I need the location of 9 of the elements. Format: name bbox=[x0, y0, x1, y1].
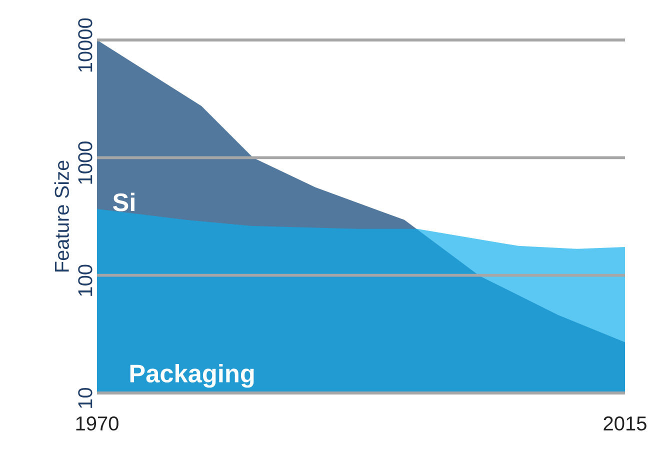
y-tick-label: 1000 bbox=[78, 142, 92, 184]
x-tick-label: 2015 bbox=[604, 416, 646, 431]
y-tick-label: 10000 bbox=[78, 18, 92, 72]
series-label: Si bbox=[113, 192, 134, 212]
y-tick-label: 100 bbox=[78, 264, 92, 296]
y-axis-title: Feature Size bbox=[54, 160, 69, 272]
x-tick-label: 1970 bbox=[76, 416, 118, 431]
y-tick-label: 10 bbox=[78, 388, 92, 408]
series-label: Packaging bbox=[130, 364, 254, 388]
